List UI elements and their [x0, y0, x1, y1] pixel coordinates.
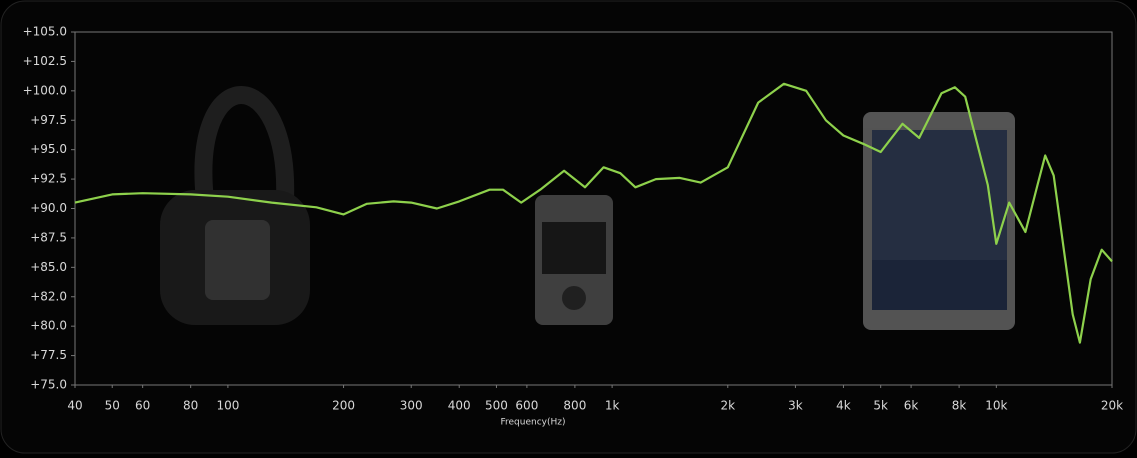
- x-tick-label: 60: [135, 399, 150, 413]
- x-tick-label: 100: [216, 399, 239, 413]
- x-tick-label: 6k: [904, 399, 919, 413]
- y-tick-label: +95.0: [30, 142, 67, 156]
- player: [535, 195, 613, 325]
- x-tick-label: 3k: [788, 399, 803, 413]
- x-tick-label: 800: [563, 399, 586, 413]
- y-tick-label: +87.5: [30, 230, 67, 244]
- y-tick-label: +92.5: [30, 172, 67, 186]
- x-tick-label: 10k: [985, 399, 1007, 413]
- x-tick-label: 20k: [1101, 399, 1123, 413]
- x-tick-label: 600: [515, 399, 538, 413]
- x-tick-label: 8k: [952, 399, 967, 413]
- y-tick-label: +90.0: [30, 201, 67, 215]
- response-line: [74, 82, 1113, 344]
- tablet: [863, 112, 1015, 330]
- y-tick-label: +80.0: [30, 319, 67, 333]
- x-tick-label: 500: [485, 399, 508, 413]
- y-tick-label: +105.0: [23, 25, 67, 39]
- y-tick-label: +75.0: [30, 378, 67, 392]
- x-tick-label: 80: [183, 399, 198, 413]
- y-tick-label: +85.0: [30, 260, 67, 274]
- x-tick-label: 400: [448, 399, 471, 413]
- x-axis-label: Frequency(Hz): [500, 418, 565, 428]
- y-tick-label: +77.5: [30, 348, 67, 362]
- x-tick-label: 200: [332, 399, 355, 413]
- headphones: [160, 86, 310, 325]
- y-tick-label: +100.0: [23, 83, 67, 97]
- x-tick-label: 5k: [873, 399, 888, 413]
- x-tick-label: 2k: [720, 399, 735, 413]
- x-tick-label: 1k: [605, 399, 620, 413]
- x-tick-label: 300: [400, 399, 423, 413]
- y-tick-label: +82.0: [30, 289, 67, 303]
- x-tick-label: 4k: [836, 399, 851, 413]
- y-tick-label: +97.5: [30, 113, 67, 127]
- x-tick-label: 50: [105, 399, 120, 413]
- x-tick-label: 40: [67, 399, 82, 413]
- y-tick-label: +102.5: [23, 54, 67, 68]
